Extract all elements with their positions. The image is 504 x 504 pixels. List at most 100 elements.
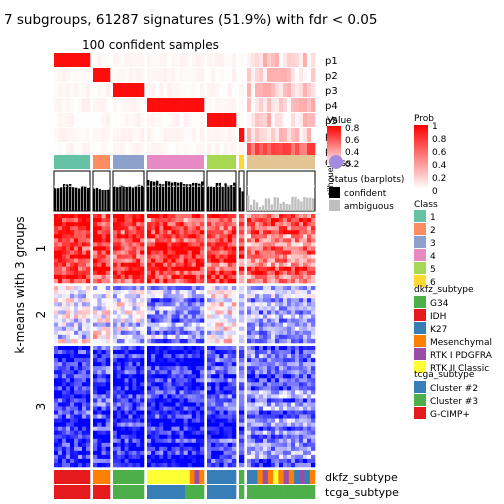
heatmap-cell xyxy=(311,354,316,359)
heatmap-cell xyxy=(223,398,229,403)
heatmap-cell xyxy=(179,242,184,247)
heatmap-cell xyxy=(291,234,296,239)
prob-cell-p2 xyxy=(227,68,233,82)
heatmap-cell xyxy=(120,446,125,452)
heatmap-cell xyxy=(116,358,122,363)
heatmap-cell xyxy=(167,306,172,311)
heatmap-cell xyxy=(171,302,176,307)
heatmap-cell xyxy=(101,338,107,344)
heatmap-cell xyxy=(105,238,111,243)
heatmap-cell xyxy=(259,358,264,363)
dkfz_subtype-cell xyxy=(299,470,305,484)
heatmap-cell xyxy=(58,350,63,355)
heatmap-cell xyxy=(175,358,180,363)
heatmap-cell xyxy=(303,226,308,231)
heatmap-cell xyxy=(307,318,312,323)
heatmap-cell xyxy=(124,462,129,468)
heatmap-cell xyxy=(147,438,152,444)
heatmap-cell xyxy=(167,450,172,456)
heatmap-cell xyxy=(183,250,189,255)
heatmap-cell xyxy=(291,458,296,464)
heatmap-cell xyxy=(147,346,152,351)
heatmap-cell xyxy=(97,410,102,415)
heatmap-cell xyxy=(199,398,205,403)
heatmap-cell xyxy=(187,266,193,272)
heatmap-cell xyxy=(58,230,63,235)
heatmap-cell xyxy=(195,314,201,319)
heatmap-cell xyxy=(105,306,111,311)
heatmap-cell xyxy=(195,214,201,219)
heatmap-cell xyxy=(275,318,280,323)
prob-cell-p7 xyxy=(219,143,224,157)
prob-cell-p4 xyxy=(227,98,233,112)
heatmap-cell xyxy=(199,294,205,299)
heatmap-cell xyxy=(267,374,272,379)
heatmap-cell xyxy=(140,250,145,255)
heatmap-cell xyxy=(295,230,300,235)
heatmap-cell xyxy=(140,218,145,223)
heatmap-cell xyxy=(255,222,260,227)
heatmap-cell xyxy=(307,366,312,371)
heatmap-cell xyxy=(62,366,67,371)
heatmap-cell xyxy=(58,226,63,231)
heatmap-cell xyxy=(155,250,160,255)
prob-cell-p5 xyxy=(136,113,141,127)
heatmap-cell xyxy=(291,246,296,251)
heatmap-cell xyxy=(163,398,168,403)
heatmap-cell xyxy=(54,438,59,444)
prob-cell-p3 xyxy=(211,83,216,97)
heatmap-cell xyxy=(58,406,63,411)
heatmap-cell xyxy=(291,230,296,235)
heatmap-cell xyxy=(105,278,111,284)
heatmap-cell xyxy=(66,418,71,423)
heatmap-cell xyxy=(132,258,137,264)
heatmap-cell xyxy=(179,270,184,276)
heatmap-cell xyxy=(271,306,276,311)
heatmap-cell xyxy=(299,438,304,444)
prob-cell-p3 xyxy=(263,83,268,97)
prob-cell-p6 xyxy=(97,128,102,142)
heatmap-cell xyxy=(120,274,125,280)
heatmap-cell xyxy=(183,318,189,323)
class-cell-4 xyxy=(147,155,204,169)
prob-cell-p2 xyxy=(179,68,184,82)
heatmap-cell xyxy=(70,362,75,367)
heatmap-cell xyxy=(291,294,296,299)
heatmap-cell xyxy=(175,418,180,423)
heatmap-cell xyxy=(299,442,304,448)
heatmap-cell xyxy=(303,266,308,272)
heatmap-cell xyxy=(279,226,284,231)
heatmap-cell xyxy=(78,226,83,231)
prob-cell-p6 xyxy=(255,128,260,142)
heatmap-cell xyxy=(219,306,224,311)
heatmap-cell xyxy=(211,290,216,295)
heatmap-cell xyxy=(303,458,308,464)
heatmap-cell xyxy=(287,434,292,440)
heatmap-cell xyxy=(187,334,193,340)
heatmap-cell xyxy=(155,290,160,295)
heatmap-cell xyxy=(151,290,156,295)
heatmap-cell xyxy=(227,390,233,395)
heatmap-cell xyxy=(287,362,292,367)
heatmap-cell xyxy=(199,330,205,336)
heatmap-cell xyxy=(215,322,220,328)
heatmap-cell xyxy=(279,334,284,340)
heatmap-cell xyxy=(215,426,220,431)
heatmap-cell xyxy=(231,234,237,239)
heatmap-cell xyxy=(105,402,111,407)
heatmap-cell xyxy=(207,414,212,419)
heatmap-cell xyxy=(82,310,87,315)
heatmap-cell xyxy=(140,378,145,383)
heatmap-cell xyxy=(120,238,125,243)
heatmap-cell xyxy=(116,410,122,415)
heatmap-cell xyxy=(167,458,172,464)
heatmap-cell xyxy=(279,366,284,371)
heatmap-cell xyxy=(97,218,102,223)
heatmap-cell xyxy=(82,434,87,440)
heatmap-cell xyxy=(303,442,308,448)
heatmap-cell xyxy=(155,322,160,328)
heatmap-cell xyxy=(215,446,220,452)
heatmap-cell xyxy=(171,314,176,319)
heatmap-cell xyxy=(295,306,300,311)
prob-cell-p1 xyxy=(120,53,125,67)
